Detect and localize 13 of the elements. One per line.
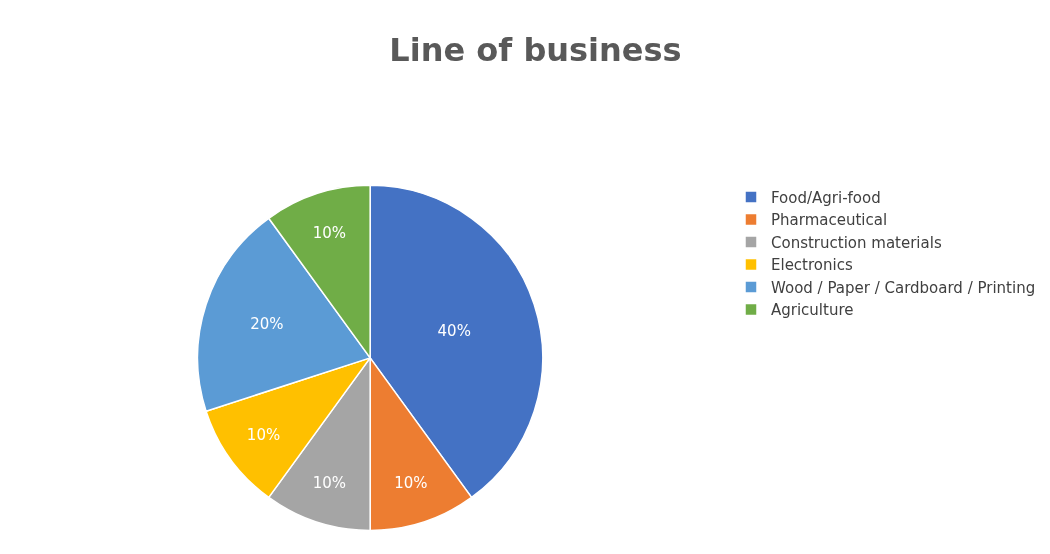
data-label: 10% bbox=[312, 223, 347, 242]
data-label: 40% bbox=[437, 321, 471, 340]
data-label: 10% bbox=[394, 474, 428, 493]
legend-label: Wood / Paper / Cardboard / Printing bbox=[771, 278, 1036, 297]
legend-label: Food/Agri-food bbox=[771, 188, 881, 207]
data-label: 20% bbox=[250, 315, 284, 334]
data-label: 10% bbox=[312, 474, 347, 493]
legend-label: Electronics bbox=[771, 256, 853, 275]
legend-label: Agriculture bbox=[771, 301, 854, 320]
data-label: 10% bbox=[246, 426, 281, 445]
legend-label: Pharmaceutical bbox=[771, 211, 888, 230]
chart-title: Line of business bbox=[389, 31, 682, 70]
legend-label: Construction materials bbox=[771, 233, 942, 252]
